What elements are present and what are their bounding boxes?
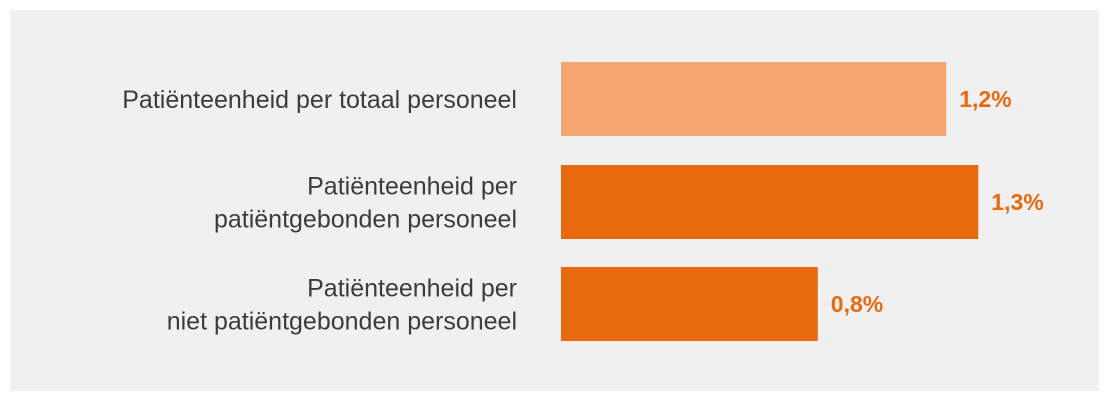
- bar-2: [561, 165, 979, 239]
- value-label-3: 0,8%: [831, 291, 883, 317]
- value-label-1: 1,2%: [959, 86, 1011, 112]
- category-label-3: Patiënteenheid per niet patiëntgebonden p…: [167, 275, 517, 336]
- bar-1: [561, 62, 947, 136]
- bar-chart: 1,2% Patiënteenheid per totaal personeel 1…: [122, 62, 1044, 341]
- bar-3: [561, 267, 818, 341]
- value-label-2: 1,3%: [991, 189, 1043, 215]
- chart-panel: 1,2% Patiënteenheid per totaal personeel 1…: [10, 10, 1099, 391]
- category-label-1: Patiënteenheid per totaal personeel: [122, 86, 517, 114]
- category-label-2: Patiënteenheid per patiëntgebonden person…: [214, 173, 517, 234]
